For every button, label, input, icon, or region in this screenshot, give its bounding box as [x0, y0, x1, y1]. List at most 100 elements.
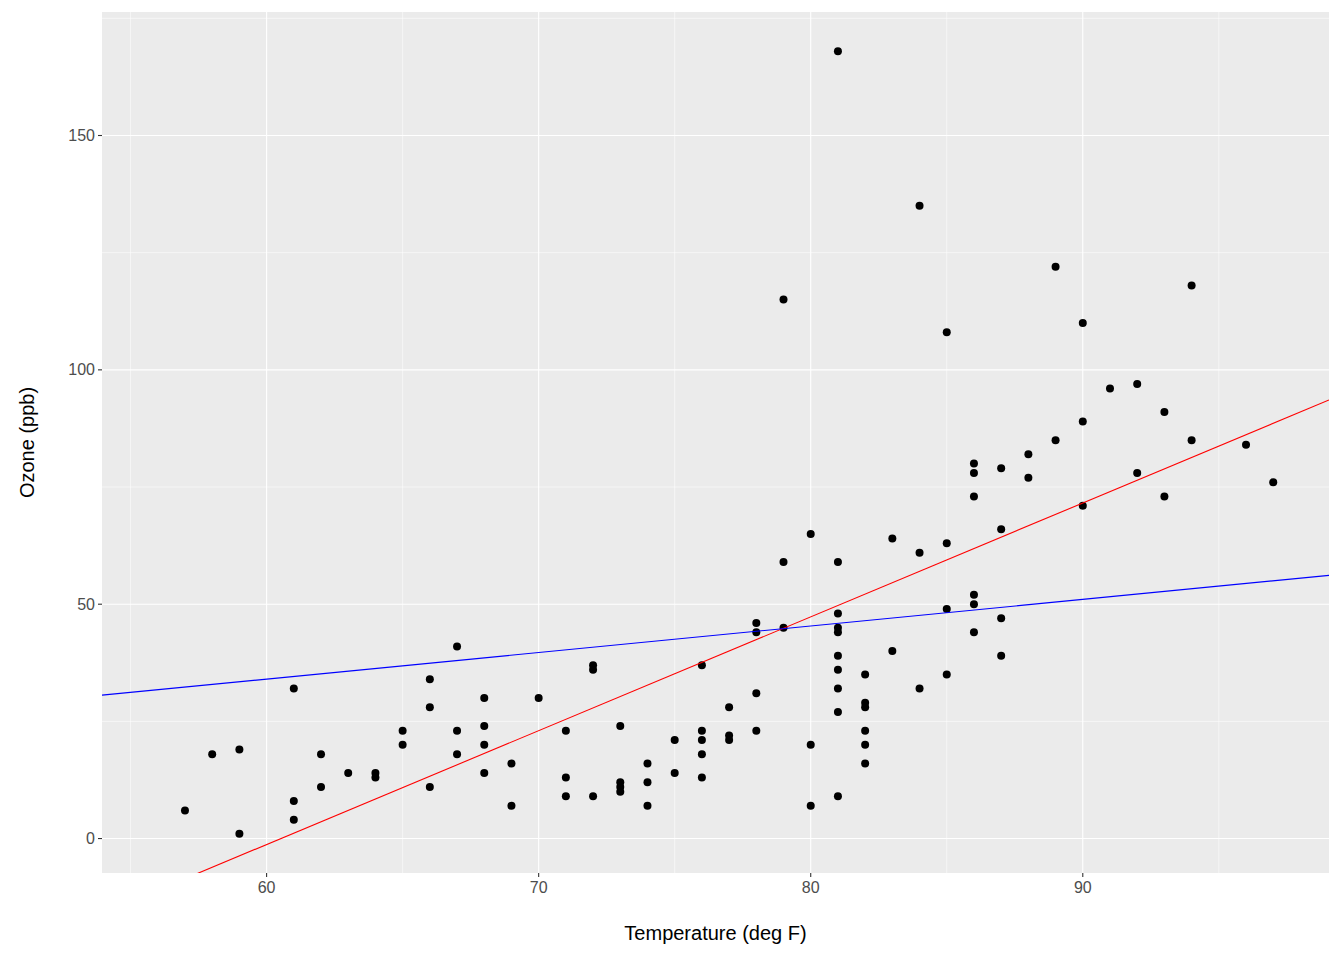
- point: [671, 736, 679, 744]
- point: [1052, 263, 1060, 271]
- point: [752, 689, 760, 697]
- point: [698, 750, 706, 758]
- chart: 60708090050100150Temperature (deg F)Ozon…: [0, 0, 1344, 960]
- point: [970, 628, 978, 636]
- point: [725, 736, 733, 744]
- point: [997, 652, 1005, 660]
- grid-y: [102, 838, 1329, 839]
- point: [453, 750, 461, 758]
- x-tick-label: 60: [258, 879, 276, 896]
- minor-grid-y: [102, 252, 1329, 253]
- point: [562, 774, 570, 782]
- point: [426, 703, 434, 711]
- minor-grid-y: [102, 18, 1329, 19]
- y-tick-label: 50: [77, 596, 95, 613]
- point: [235, 830, 243, 838]
- point: [1133, 380, 1141, 388]
- point: [861, 727, 869, 735]
- x-tick-label: 70: [530, 879, 548, 896]
- point: [399, 727, 407, 735]
- point: [671, 769, 679, 777]
- point: [780, 296, 788, 304]
- point: [1188, 281, 1196, 289]
- point: [616, 722, 624, 730]
- point: [698, 727, 706, 735]
- grid: [102, 12, 1329, 873]
- point: [426, 675, 434, 683]
- point: [1024, 474, 1032, 482]
- point: [290, 685, 298, 693]
- point: [1106, 385, 1114, 393]
- y-tick: [98, 135, 102, 136]
- point: [698, 736, 706, 744]
- grid-y: [102, 604, 1329, 605]
- x-tick: [538, 873, 539, 877]
- minor-grid-x: [1218, 12, 1219, 873]
- point: [997, 525, 1005, 533]
- y-axis-title: Ozone (ppb): [16, 387, 38, 498]
- point: [480, 694, 488, 702]
- point: [1024, 450, 1032, 458]
- point: [1188, 436, 1196, 444]
- point: [480, 769, 488, 777]
- point: [399, 741, 407, 749]
- point: [562, 792, 570, 800]
- fit-line: [102, 575, 1329, 695]
- point: [861, 671, 869, 679]
- point: [480, 722, 488, 730]
- x-tick: [1082, 873, 1083, 877]
- fit-line: [102, 400, 1329, 873]
- point: [426, 783, 434, 791]
- point: [725, 703, 733, 711]
- point: [943, 328, 951, 336]
- y-tick-label: 150: [68, 127, 95, 144]
- point: [943, 671, 951, 679]
- point: [834, 610, 842, 618]
- point: [916, 549, 924, 557]
- point: [834, 708, 842, 716]
- point: [1079, 417, 1087, 425]
- point: [643, 760, 651, 768]
- point: [290, 797, 298, 805]
- point: [1160, 492, 1168, 500]
- point: [970, 591, 978, 599]
- point: [861, 760, 869, 768]
- y-tick-label: 0: [86, 830, 95, 847]
- point: [1133, 469, 1141, 477]
- grid-x: [538, 12, 539, 873]
- point: [807, 802, 815, 810]
- y-tick: [98, 604, 102, 605]
- point: [589, 666, 597, 674]
- point: [997, 614, 1005, 622]
- point: [752, 628, 760, 636]
- point: [507, 760, 515, 768]
- minor-grid-x: [130, 12, 131, 873]
- point: [861, 703, 869, 711]
- point: [943, 605, 951, 613]
- y-tick-label: 100: [68, 361, 95, 378]
- minor-grid-x: [946, 12, 947, 873]
- x-tick-label: 90: [1074, 879, 1092, 896]
- point: [834, 558, 842, 566]
- x-tick-label: 80: [802, 879, 820, 896]
- grid-y: [102, 369, 1329, 370]
- minor-grid-y: [102, 487, 1329, 488]
- point: [834, 652, 842, 660]
- point: [916, 202, 924, 210]
- point: [643, 778, 651, 786]
- minor-grid-y: [102, 721, 1329, 722]
- point: [888, 535, 896, 543]
- point: [752, 727, 760, 735]
- point: [1079, 319, 1087, 327]
- point: [317, 750, 325, 758]
- grid-y: [102, 135, 1329, 136]
- point: [970, 469, 978, 477]
- x-tick: [810, 873, 811, 877]
- point: [317, 783, 325, 791]
- point: [861, 741, 869, 749]
- point: [888, 647, 896, 655]
- plot-data: [102, 47, 1329, 873]
- point: [235, 745, 243, 753]
- point: [1160, 408, 1168, 416]
- point: [807, 530, 815, 538]
